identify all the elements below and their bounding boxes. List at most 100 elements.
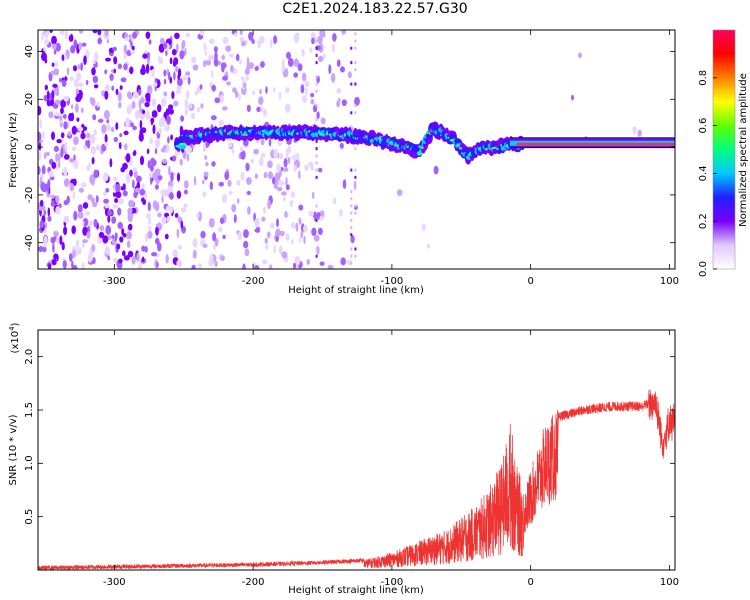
heatmap-cell: [82, 217, 89, 227]
heatmap-cell: [113, 56, 118, 65]
heatmap-cell: [109, 158, 113, 168]
heatmap-cell: [132, 91, 139, 99]
heatmap-cell: [189, 103, 192, 109]
heatmap-cell: [83, 126, 88, 131]
heatmap-cell: [265, 243, 269, 251]
heatmap-cell: [75, 239, 80, 249]
heatmap-cell: [129, 158, 133, 167]
heatmap-cell: [176, 259, 183, 267]
heatmap-cell: [177, 73, 180, 81]
heatmap-cell: [114, 198, 119, 203]
heatmap-cell: [134, 110, 140, 120]
heatmap-cell: [48, 111, 54, 119]
heatmap-cell: [287, 57, 294, 67]
heatmap-cell: [166, 115, 171, 125]
heatmap-cell: [39, 199, 44, 207]
heatmap-cell: [144, 233, 148, 242]
heatmap-cell: [55, 206, 61, 215]
heatmap-cell: [276, 186, 283, 192]
heatmap-cell: [315, 75, 318, 79]
heatmap-cell: [130, 122, 134, 128]
heatmap-cell: [274, 172, 281, 182]
heatmap-cell: [72, 249, 76, 259]
colorbar: 0.0 0.2 0.4 0.6 0.8 Normalized spectral ampl…: [698, 29, 749, 277]
heatmap-cell: [101, 123, 107, 134]
heatmap-cell: [278, 245, 283, 256]
heatmap-cell: [95, 144, 102, 151]
heatmap-cell: [63, 166, 68, 177]
heatmap-cell: [246, 56, 250, 66]
heatmap-cell: [43, 228, 47, 234]
heatmap-cell: [277, 138, 282, 147]
heatmap-cell: [84, 211, 91, 216]
heatmap-cell: [240, 146, 244, 153]
heatmap-cell: [205, 162, 209, 167]
heatmap-cell: [41, 31, 44, 41]
heatmap-cell: [273, 35, 278, 45]
heatmap-cell: [76, 72, 82, 81]
heatmap-cell: [315, 39, 318, 43]
heatmap-cell: [68, 253, 73, 262]
heatmap-cell: [53, 145, 60, 152]
heatmap-cell: [73, 210, 78, 221]
heatmap-cell: [60, 107, 64, 115]
heatmap-cell: [220, 255, 225, 262]
heatmap-cell: [219, 217, 225, 225]
heatmap-cell: [150, 117, 155, 124]
heatmap-cell: [293, 33, 300, 44]
heatmap-cell: [306, 259, 311, 265]
heatmap-cell: [123, 44, 128, 54]
heatmap-cell: [354, 32, 357, 36]
heatmap-cell: [102, 172, 109, 182]
heatmap-cell: [82, 226, 88, 236]
heatmap-cell: [73, 159, 79, 170]
heatmap-cell: [319, 261, 325, 266]
heatmap-cell: [152, 200, 158, 210]
heatmap-cell: [68, 113, 73, 122]
heatmap-cell: [77, 211, 84, 219]
heatmap-cell: [175, 43, 179, 53]
heatmap-ridge-core: [516, 142, 675, 146]
heatmap-cell: [152, 124, 156, 135]
heatmap-cell: [127, 207, 133, 214]
heatmap-cell: [94, 51, 99, 62]
heatmap-cell: [270, 222, 275, 229]
x-tick-label: -300: [103, 276, 126, 287]
heatmap-cell: [73, 65, 77, 72]
heatmap-cell: [219, 94, 224, 104]
heatmap-cell: [339, 142, 344, 149]
heatmap-cell: [57, 152, 61, 162]
heatmap-cell: [133, 150, 137, 156]
heatmap-cell: [209, 38, 215, 45]
heatmap-cell: [421, 223, 426, 231]
heatmap-cell: [190, 112, 196, 120]
heatmap-cell: [71, 225, 76, 235]
heatmap-cell: [192, 238, 198, 248]
heatmap-cell: [285, 148, 291, 154]
heatmap-cell: [286, 51, 291, 60]
heatmap-cell: [240, 171, 245, 181]
heatmap-cell: [269, 264, 273, 269]
heatmap-cell: [98, 231, 105, 239]
heatmap-cell: [354, 254, 357, 258]
heatmap-cell: [228, 142, 233, 148]
heatmap-cell: [118, 101, 122, 109]
heatmap-cell: [222, 75, 228, 81]
heatmap-cell: [224, 171, 230, 181]
heatmap-cell: [119, 236, 124, 243]
heatmap-cell: [212, 232, 217, 242]
heatmap-cell: [284, 103, 291, 113]
heatmap-cell: [122, 250, 126, 257]
heatmap-cell: [43, 46, 46, 52]
heatmap-cell: [168, 104, 174, 110]
heatmap-cell: [354, 204, 357, 208]
heatmap-plot-area: [38, 30, 675, 269]
heatmap-cell: [311, 191, 315, 199]
heatmap-cell: [71, 146, 77, 151]
y-tick-label: 1.5: [24, 402, 35, 418]
heatmap-cell: [229, 53, 234, 58]
heatmap-cell: [43, 235, 48, 245]
heatmap-cell: [42, 204, 46, 212]
heatmap-cell: [168, 192, 174, 200]
heatmap-cell: [97, 118, 104, 123]
